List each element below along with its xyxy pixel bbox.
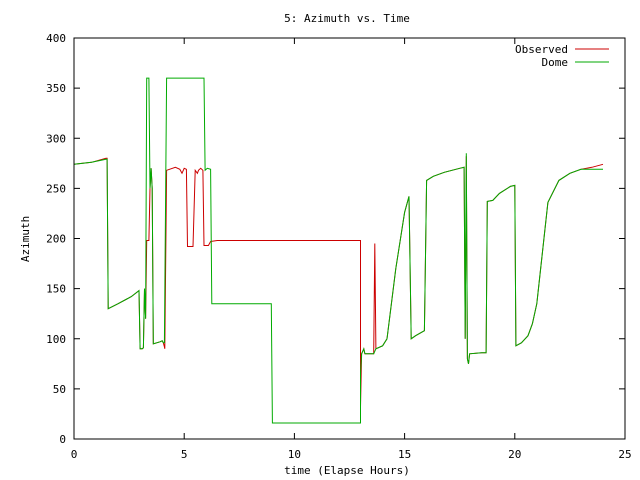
legend-label-observed: Observed	[515, 43, 568, 56]
plot-frame	[73, 37, 626, 440]
x-tick-label: 20	[508, 448, 521, 461]
x-axis-label: time (Elapse Hours)	[284, 464, 410, 477]
x-tick-label: 0	[71, 448, 78, 461]
y-tick-label: 350	[46, 82, 66, 95]
series-layer	[73, 77, 604, 424]
y-tick-label: 0	[59, 433, 66, 446]
chart-title: 5: Azimuth vs. Time	[284, 12, 410, 25]
y-tick-label: 400	[46, 32, 66, 45]
x-tick-label: 15	[398, 448, 411, 461]
x-tick-label: 25	[618, 448, 631, 461]
legend-label-dome: Dome	[542, 56, 569, 69]
y-tick-label: 300	[46, 132, 66, 145]
y-tick-label: 200	[46, 233, 66, 246]
x-tick-label: 5	[181, 448, 188, 461]
y-tick-label: 250	[46, 182, 66, 195]
x-tick-label: 10	[288, 448, 301, 461]
y-axis-label: Azimuth	[19, 216, 32, 262]
y-tick-label: 50	[53, 383, 66, 396]
y-tick-label: 100	[46, 333, 66, 346]
y-tick-label: 150	[46, 283, 66, 296]
series-line-dome	[73, 77, 603, 424]
axis-ticks: 0 50 100 150 200 250 300 350 400 0 5 10 15 20 25	[46, 32, 632, 461]
